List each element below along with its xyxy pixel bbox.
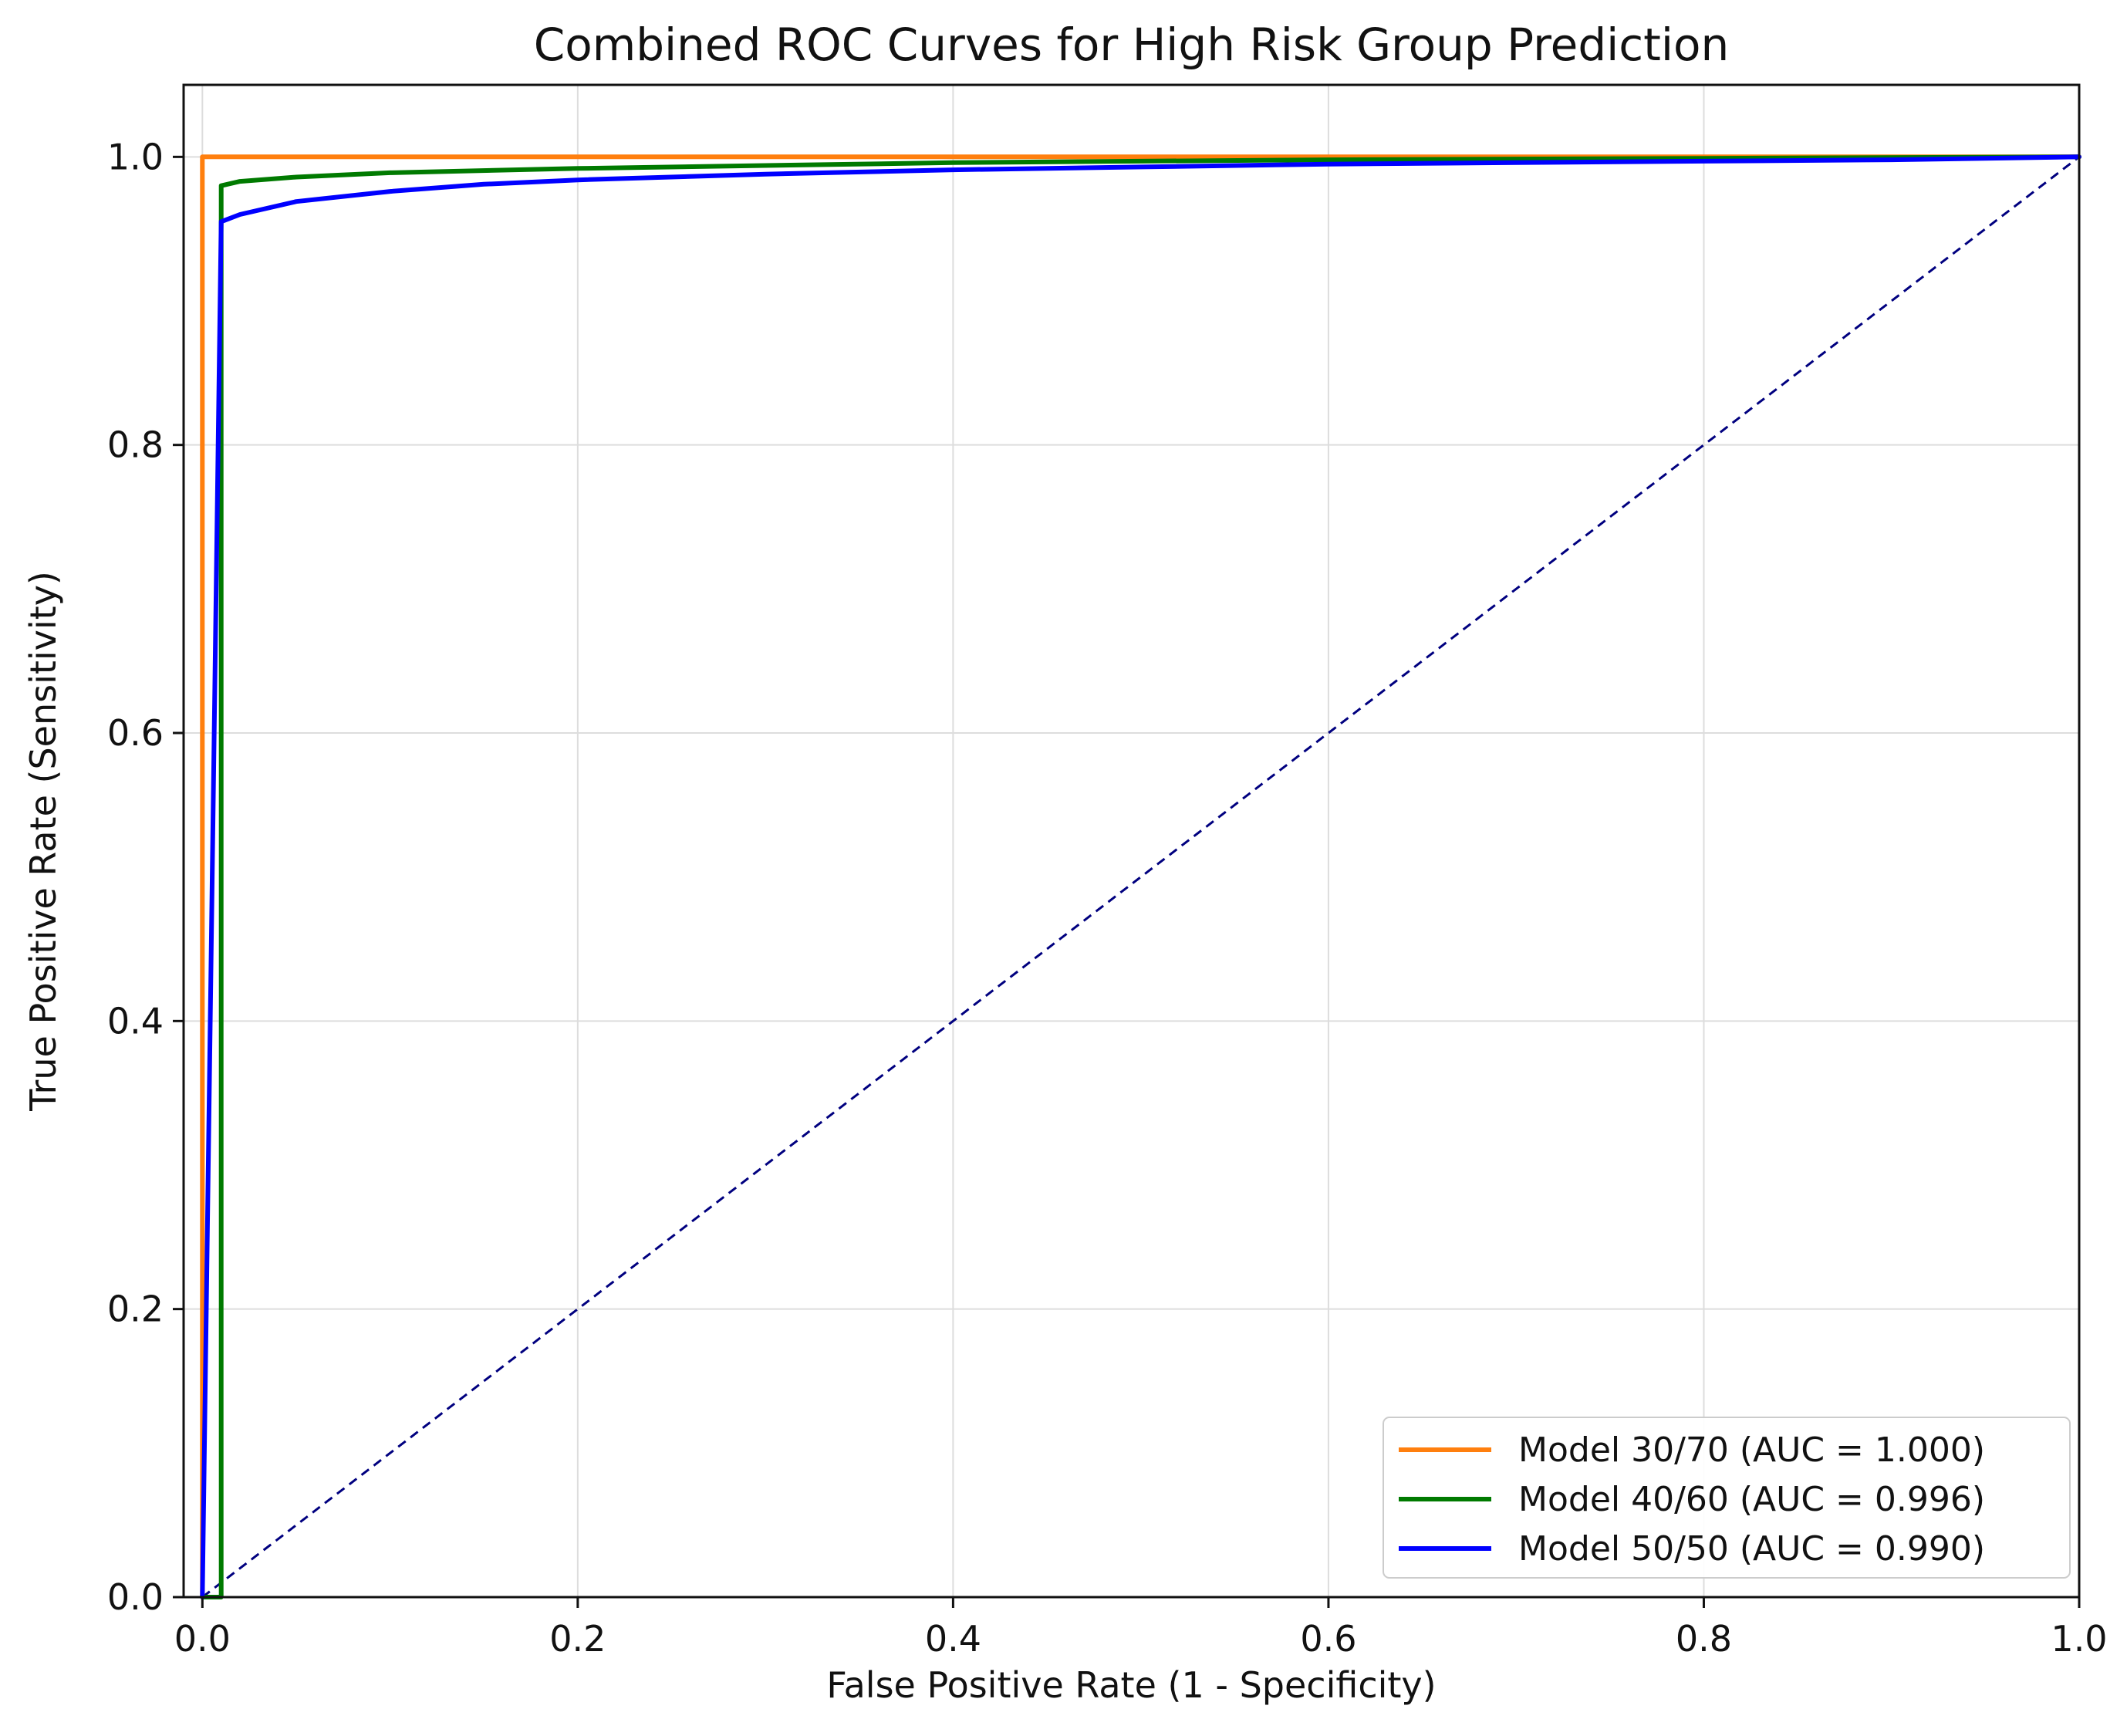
chart-title: Combined ROC Curves for High Risk Group … (534, 19, 1730, 71)
y-tick-label: 0.2 (107, 1288, 164, 1330)
x-tick-label: 0.4 (925, 1618, 981, 1660)
x-tick-label: 0.0 (174, 1618, 231, 1660)
legend-label: Model 40/60 (AUC = 0.996) (1518, 1480, 1985, 1519)
y-tick-label: 0.8 (107, 424, 164, 466)
x-axis-label: False Positive Rate (1 - Specificity) (826, 1664, 1436, 1706)
x-tick-label: 0.2 (549, 1618, 606, 1660)
series-line-model-40-60 (200, 154, 2081, 1599)
y-tick-label: 1.0 (107, 136, 164, 177)
y-tick-label: 0.4 (107, 1000, 164, 1042)
y-tick-label: 0.0 (107, 1576, 164, 1618)
reference-diagonal-line (201, 156, 2080, 1599)
x-tick-label: 0.8 (1676, 1618, 1732, 1660)
legend: Model 30/70 (AUC = 1.000) Model 40/60 (AU… (1383, 1417, 2071, 1579)
y-axis-label: True Positive Rate (Sensitivity) (22, 571, 64, 1112)
legend-box (1383, 1417, 2071, 1579)
grid-lines (184, 85, 2080, 1598)
legend-label: Model 50/50 (AUC = 0.990) (1518, 1529, 1985, 1569)
series-line-model-50-50 (200, 154, 2081, 1599)
x-tick-label: 0.6 (1300, 1618, 1356, 1660)
y-tick-label: 0.6 (107, 712, 164, 754)
plot-frame (182, 83, 2081, 1599)
x-tick-label: 1.0 (2051, 1618, 2107, 1660)
plot-lines (200, 154, 2081, 1599)
series-line-model-30-70 (200, 154, 2081, 1599)
axis-ticks: 0.0 0.2 0.4 0.6 0.8 1.0 0.0 0.2 0.4 0.6 0.8 1.0 (107, 136, 2108, 1660)
legend-label: Model 30/70 (AUC = 1.000) (1518, 1430, 1985, 1470)
